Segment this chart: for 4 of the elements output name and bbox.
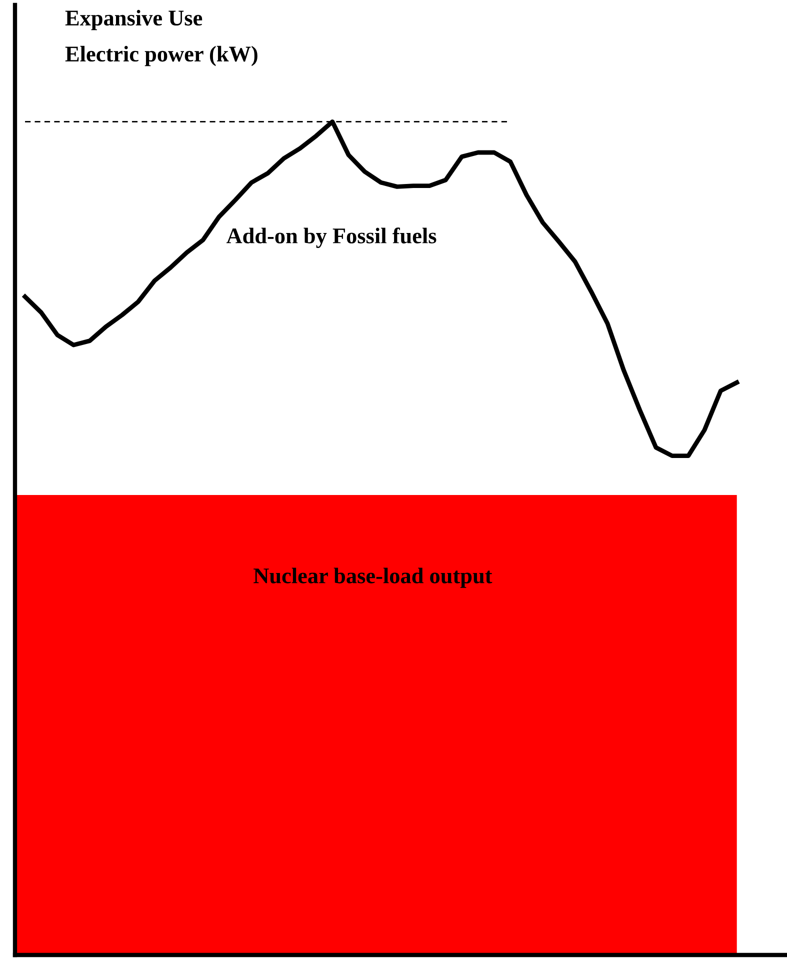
chart-title: Expansive Use xyxy=(65,10,202,30)
annotation: Add-on by Fossil fuels xyxy=(226,228,436,248)
y-axis-title: Electric power (kW) xyxy=(65,46,258,66)
band-label: Nuclear base-load output xyxy=(254,568,492,588)
